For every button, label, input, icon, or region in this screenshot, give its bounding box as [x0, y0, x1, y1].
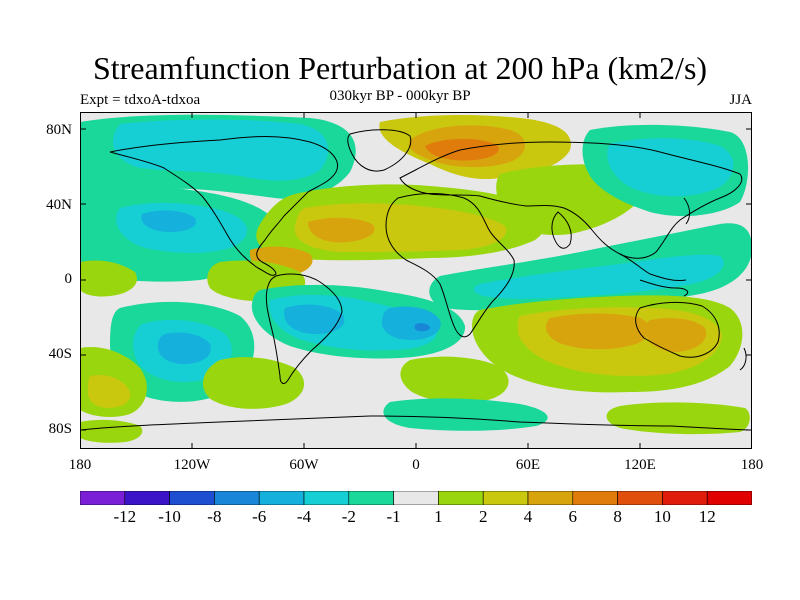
colorbar-tick-label: 8	[613, 507, 622, 526]
colorbar-tick-label: 4	[523, 507, 533, 526]
lon-label-0: 0	[412, 457, 420, 473]
lat-label-80n: 80N	[46, 122, 72, 138]
colorbar-tick-label: 6	[568, 507, 578, 526]
contour-nwpacific-neg2	[607, 138, 734, 197]
lat-label-0: 0	[64, 271, 73, 287]
plot-title: Streamfunction Perturbation at 200 hPa (…	[92, 50, 708, 86]
colorbar-swatch	[258, 491, 305, 505]
contour-npacific-neg3	[141, 210, 197, 232]
contour-satlantic-neg4	[381, 306, 441, 340]
colorbar-tick-label: 12	[698, 507, 716, 526]
colorbar-swatch	[527, 491, 574, 505]
lon-label-120e: 120E	[624, 457, 656, 473]
coastlines	[80, 129, 752, 431]
lon-label-120w: 120W	[173, 457, 211, 473]
lon-label-180w: 180	[68, 457, 92, 473]
colorbar-tick-label: -12	[113, 507, 137, 526]
colorbar-swatch	[393, 491, 439, 505]
colorbar-tick-label: -6	[252, 507, 267, 526]
colorbar-swatch	[662, 491, 708, 505]
lon-label-60w: 60W	[289, 457, 319, 473]
colorbar-swatch	[482, 491, 529, 505]
contour-satl-south-positive	[400, 356, 509, 403]
colorbar-swatch	[617, 491, 663, 505]
colorbar-tick-label: -2	[341, 507, 356, 526]
lat-label-80s: 80S	[48, 421, 72, 437]
contour-atlantic-pos3	[308, 217, 375, 243]
colorbar-swatch	[214, 491, 260, 505]
lat-label-40s: 40S	[48, 346, 72, 362]
colorbar-swatch	[303, 491, 350, 505]
period-label: 030kyr BP - 000kyr BP	[329, 88, 471, 104]
lon-label-60e: 60E	[515, 457, 541, 473]
colorbar-tick-label: 2	[478, 507, 488, 526]
colorbar-tick-label: -8	[207, 507, 222, 526]
colorbar-swatch	[169, 491, 215, 505]
colorbar-tick-label: -4	[296, 507, 312, 526]
season-label: JJA	[729, 92, 752, 108]
colorbar-swatch	[438, 491, 484, 505]
colorbar-tick-label: 1	[434, 507, 443, 526]
contour-sindian-pos3	[546, 313, 650, 350]
experiment-label: Expt = tdxoA-tdxoa	[80, 92, 201, 108]
contour-antarctic-positive-2	[80, 419, 143, 443]
colorbar-swatch	[706, 491, 752, 505]
contour-pacific-west-positive	[80, 260, 138, 297]
contour-satlantic-neg3	[284, 304, 345, 334]
contour-spacific-neg3	[157, 332, 211, 364]
colorbar-tick-label: -1	[386, 507, 401, 526]
colorbar-swatch	[80, 491, 126, 505]
contour-spacific-pos2	[87, 374, 131, 408]
colorbar-swatch	[124, 491, 170, 505]
lon-label-180e: 180	[740, 457, 764, 473]
colorbar-tick-label: -10	[158, 507, 181, 526]
contour-namerica-neg2	[112, 119, 329, 181]
colorbar	[80, 491, 752, 505]
contour-australia-pos	[646, 318, 707, 352]
colorbar-tick-label: 10	[653, 507, 671, 526]
colorbar-swatch	[348, 491, 394, 505]
contour-satlantic-core	[414, 323, 430, 332]
axis-ticks	[80, 112, 752, 449]
contour-indopacific-neg2	[473, 254, 724, 299]
lat-label-40n: 40N	[46, 197, 72, 213]
colorbar-swatch	[572, 491, 618, 505]
streamfunction-map	[80, 112, 752, 449]
contour-antarctic-negative	[383, 398, 548, 431]
